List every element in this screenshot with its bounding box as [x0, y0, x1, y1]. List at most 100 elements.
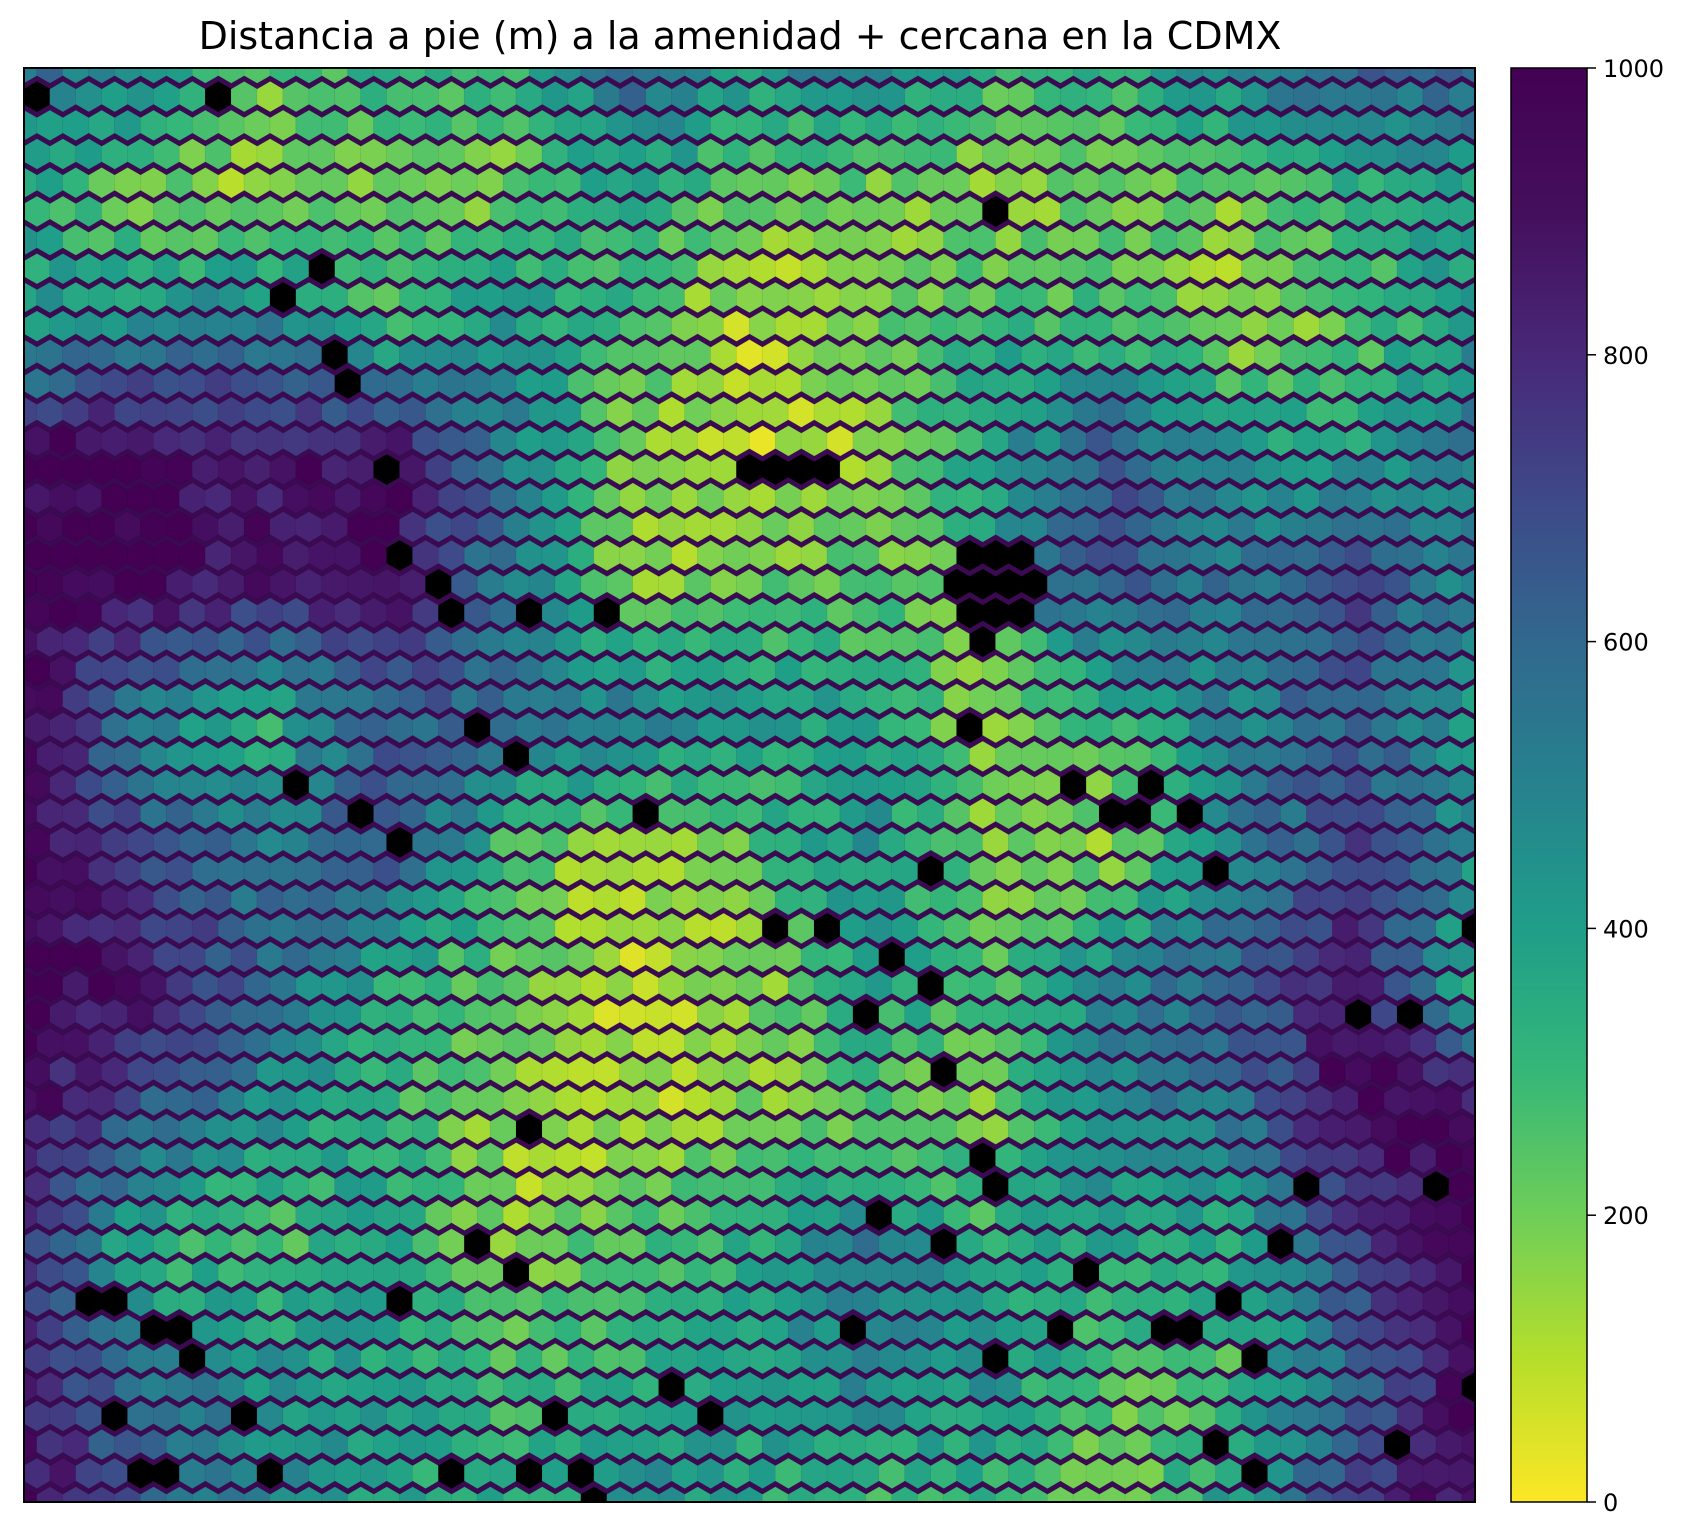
hex-cell [24, 375, 25, 392]
chart-title: Distancia a pie (m) a la amenidad + cerc… [198, 14, 1282, 58]
hex-cell [1461, 1084, 1475, 1117]
hex-cell [528, 68, 556, 84]
hex-cell [1488, 168, 1514, 199]
hex-cell [1448, 826, 1475, 858]
hex-cell [1474, 260, 1475, 277]
hex-cell [1448, 138, 1475, 170]
hex-cell [321, 68, 349, 84]
hex-cell [62, 68, 90, 84]
hex-cell [1474, 1063, 1475, 1080]
hex-cell [1448, 367, 1475, 400]
hex-cell [1488, 225, 1514, 256]
hex-cell [1488, 454, 1514, 485]
hex-cell [1461, 625, 1475, 658]
hex-cell [1474, 1006, 1475, 1023]
hex-cell [1461, 224, 1475, 256]
hex-cell [502, 68, 530, 84]
hex-cell [1448, 654, 1475, 686]
hex-cell [580, 68, 608, 84]
hex-cell [1488, 282, 1514, 313]
hex-cell [24, 891, 25, 908]
hex-cell [24, 1178, 25, 1195]
hex-cell [1461, 912, 1475, 945]
hex-cell [1488, 53, 1514, 84]
hex-cell [1448, 425, 1475, 457]
hex-cell [24, 1350, 25, 1367]
hex-cell [1474, 317, 1475, 335]
hex-cell [88, 68, 116, 84]
hex-cell [24, 317, 25, 335]
hex-cell [1461, 970, 1475, 1002]
hex-cell [1448, 482, 1475, 514]
hex-cell [917, 68, 945, 84]
hex-cell [1448, 195, 1475, 228]
hex-cell [24, 719, 25, 736]
hex-cell [1474, 145, 1475, 163]
hex-cell [1306, 68, 1334, 84]
hex-cell [1461, 281, 1475, 314]
hex-cell [24, 145, 25, 163]
hex-cell [1474, 776, 1475, 794]
hex-cell [24, 88, 25, 105]
hex-cell [217, 68, 245, 84]
hex-cell [191, 68, 219, 84]
hex-cell [554, 68, 582, 84]
hex-cell [373, 68, 401, 84]
hex-cell [24, 432, 25, 450]
hex-cell [24, 1465, 25, 1482]
colorbar-tick-label: 1000 [1603, 55, 1664, 83]
hex-cell [632, 68, 660, 84]
hex-cell [1448, 941, 1475, 973]
hex-cell [243, 68, 271, 84]
hex-cell [1072, 68, 1100, 84]
colorbar-tick-label: 0 [1603, 1489, 1618, 1517]
hex-cell [1461, 740, 1475, 772]
hex-cell [1448, 1170, 1475, 1203]
hex-cell [1448, 253, 1475, 285]
hex-cell [1488, 397, 1514, 428]
hex-cell [1474, 375, 1475, 392]
hex-cell [1461, 1371, 1475, 1403]
hex-cell [1488, 856, 1514, 887]
hex-cell [1474, 1407, 1475, 1425]
hex-cell [1474, 834, 1475, 851]
hex-cell [24, 203, 25, 220]
colorbar: 0 200 400 600 800 1000 [1510, 55, 1664, 1517]
hex-cell [1448, 539, 1475, 572]
hex-cell [1461, 1314, 1475, 1346]
hex-cell [1461, 1256, 1475, 1289]
hex-cell [1202, 68, 1230, 84]
colorbar-tick-label: 400 [1603, 915, 1649, 943]
hex-cell [1488, 1085, 1514, 1116]
hex-cell [1254, 68, 1282, 84]
hex-cell [1448, 712, 1475, 744]
hex-cell [1461, 855, 1475, 887]
hex-cell [24, 834, 25, 851]
hex-cell [1474, 662, 1475, 679]
hex-cell [1474, 604, 1475, 622]
hex-cell [761, 68, 789, 84]
hex-cell [24, 1235, 25, 1253]
hex-cell [1357, 68, 1385, 84]
hex-cell [1488, 626, 1514, 657]
hex-cell [425, 68, 453, 84]
hex-cell [1474, 1235, 1475, 1253]
hex-cell [1461, 1429, 1475, 1461]
hex-cell [1448, 1056, 1475, 1088]
hex-cell [24, 1120, 25, 1138]
hex-cell [1461, 167, 1475, 199]
hex-cell [1461, 396, 1475, 428]
hex-cell [1435, 68, 1463, 84]
hex-cell [891, 68, 919, 84]
hex-cell [1448, 1113, 1475, 1145]
hex-cell [476, 68, 504, 84]
hex-cell [36, 68, 64, 84]
hex-cell [1228, 68, 1256, 84]
hex-cell [140, 68, 168, 84]
hex-cell [1488, 340, 1514, 371]
hex-cell [1409, 68, 1437, 84]
hex-cell [1098, 68, 1126, 84]
colorbar-tick-label: 800 [1603, 342, 1649, 370]
hex-cell [1474, 203, 1475, 220]
